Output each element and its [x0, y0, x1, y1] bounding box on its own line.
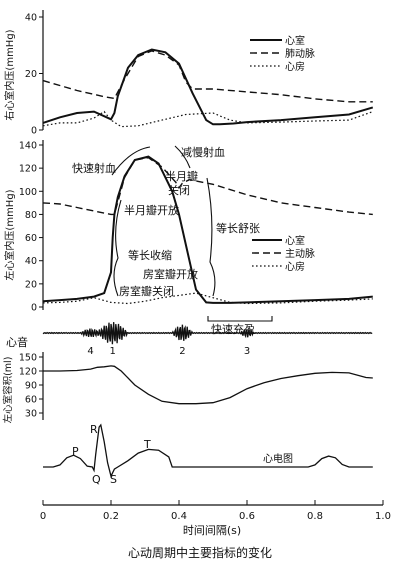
rv-y-ticks: 0 20 40	[25, 13, 43, 137]
ecg-wave-t: T	[143, 438, 151, 451]
heart-sound-marker-1: 1	[110, 346, 116, 357]
lv-y-ticks: 0 20 40 60 80 100 120 140	[19, 141, 43, 314]
vol-line-0	[43, 365, 373, 405]
right-ventricle-panel: 0 20 40 右心室内压(mmHg) 心室 肺动脉 心房	[3, 10, 374, 137]
lv-tick-label-100: 100	[19, 187, 37, 198]
heart-sound-markers: 4 1 2 3	[87, 346, 250, 357]
x-tick-label-5: 1.0	[375, 511, 391, 522]
label-isovolumic-contraction: 等长收缩	[128, 248, 172, 262]
vol-tick-label-60: 60	[25, 395, 37, 406]
lv-legend-aorta: 主动脉	[285, 247, 315, 260]
lv-legend: 心室 主动脉 心房	[252, 234, 315, 273]
rv-legend-pulmonary: 肺动脉	[285, 47, 315, 60]
rv-series	[42, 48, 374, 128]
x-tick-label-1: 0.2	[103, 511, 119, 522]
label-semilunar-close-1: 半月瓣	[165, 169, 198, 183]
rapid-filling-bracket	[207, 316, 273, 322]
heart-sound-panel: 心音 4 1 2 3	[6, 322, 373, 357]
rv-legend-ventricle: 心室	[285, 34, 305, 47]
lv-line-1	[42, 156, 373, 216]
label-semilunar-close-2: 关闭	[168, 183, 190, 197]
ecg-label: 心电图	[263, 452, 293, 465]
label-reduced-ejection: 减慢射血	[181, 145, 225, 159]
rv-tick-label-40: 40	[25, 13, 37, 24]
x-tick-label-2: 0.4	[171, 511, 187, 522]
lv-legend-ventricle: 心室	[285, 234, 305, 247]
rv-line-1	[42, 50, 373, 103]
rv-legend-atrium: 心房	[285, 60, 305, 73]
lv-y-axis-label: 左心室内压(mmHg)	[3, 189, 16, 280]
x-tick-label-0: 0	[40, 511, 46, 522]
isovolumic-relaxation-brace	[206, 177, 216, 297]
lv-tick-label-0: 0	[31, 303, 37, 314]
ecg-wave-p: P	[72, 445, 79, 458]
ecg-panel: P Q R S T 心电图	[43, 423, 373, 486]
vol-y-axis-label: 左心室容积(ml)	[2, 357, 14, 424]
left-ventricle-panel: 0 20 40 60 80 100 120 140 左心室内压(mmHg) 快速射血 减慢射血…	[3, 140, 373, 336]
rv-line-2	[42, 110, 374, 128]
label-semilunar-open: 半月瓣开放	[124, 203, 179, 217]
vol-y-ticks: 30 60 90 120 150	[19, 353, 43, 420]
lv-series	[42, 155, 373, 305]
vol-tick-label-30: 30	[25, 409, 37, 420]
rv-line-0	[42, 48, 374, 126]
rv-tick-label-20: 20	[25, 69, 37, 80]
ecg-wave-q: Q	[92, 473, 101, 486]
heart-sound-marker-4: 4	[87, 346, 93, 357]
vol-tick-label-150: 150	[19, 353, 37, 364]
x-axis-label: 时间间隔(s)	[183, 524, 241, 537]
x-tick-label-4: 0.8	[307, 511, 323, 522]
x-tick-label-3: 0.6	[239, 511, 255, 522]
rapid-ejection-brace	[111, 146, 151, 176]
lv-line-2	[42, 292, 373, 305]
lv-tick-label-120: 120	[19, 164, 37, 175]
vol-tick-label-120: 120	[19, 367, 37, 378]
x-ticks: 0 0.2 0.4 0.6 0.8 1.0	[40, 500, 391, 522]
heart-sound-marker-3: 3	[244, 346, 250, 357]
heart-sound-marker-2: 2	[179, 346, 185, 357]
lv-tick-label-40: 40	[25, 256, 37, 267]
rv-legend: 心室 肺动脉 心房	[250, 34, 315, 73]
label-av-valve-close: 房室瓣关闭	[119, 284, 174, 298]
lv-line-0	[42, 155, 373, 304]
ecg-wave-r: R	[90, 423, 98, 436]
figure-caption: 心动周期中主要指标的变化	[128, 545, 272, 560]
time-x-axis: 0 0.2 0.4 0.6 0.8 1.0 时间间隔(s)	[40, 500, 391, 537]
lv-tick-label-140: 140	[19, 141, 37, 152]
ecg-trace	[43, 423, 373, 479]
label-isovolumic-relaxation: 等长舒张	[216, 221, 260, 235]
isovolumic-contraction-brace	[113, 199, 122, 297]
lv-tick-label-80: 80	[25, 210, 37, 221]
lv-legend-atrium: 心房	[285, 260, 305, 273]
label-rapid-ejection: 快速射血	[72, 161, 116, 175]
vol-series	[43, 365, 373, 405]
rv-tick-label-0: 0	[31, 126, 37, 137]
ecg-line-0	[43, 423, 373, 479]
heart-sound-label: 心音	[6, 335, 28, 349]
ecg-wave-s: S	[110, 473, 117, 486]
reduced-ejection-brace	[174, 145, 191, 169]
lv-tick-label-60: 60	[25, 233, 37, 244]
lv-volume-panel: 30 60 90 120 150 左心室容积(ml)	[2, 352, 373, 423]
heart-sound-trace	[42, 322, 373, 345]
vol-tick-label-90: 90	[25, 381, 37, 392]
heart-sound-line	[42, 322, 373, 345]
label-av-valve-open: 房室瓣开放	[143, 267, 198, 281]
lv-tick-label-20: 20	[25, 279, 37, 290]
rv-y-axis-label: 右心室内压(mmHg)	[3, 29, 16, 120]
